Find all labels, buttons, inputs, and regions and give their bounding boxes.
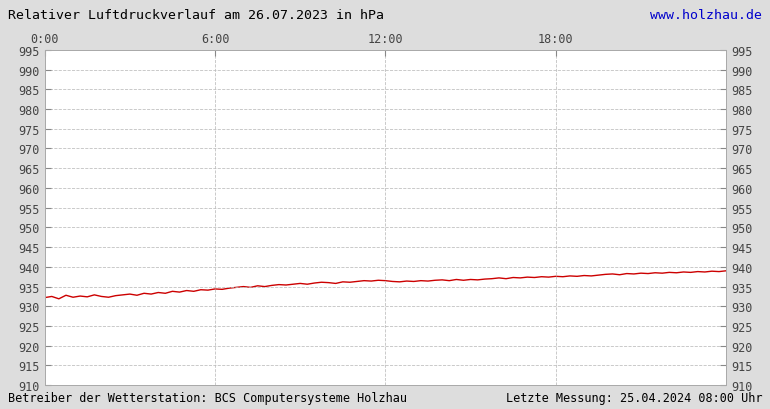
Text: Relativer Luftdruckverlauf am 26.07.2023 in hPa: Relativer Luftdruckverlauf am 26.07.2023… [8, 9, 383, 22]
Text: www.holzhau.de: www.holzhau.de [651, 9, 762, 22]
Text: Betreiber der Wetterstation: BCS Computersysteme Holzhau: Betreiber der Wetterstation: BCS Compute… [8, 391, 407, 404]
Text: Letzte Messung: 25.04.2024 08:00 Uhr: Letzte Messung: 25.04.2024 08:00 Uhr [506, 391, 762, 404]
